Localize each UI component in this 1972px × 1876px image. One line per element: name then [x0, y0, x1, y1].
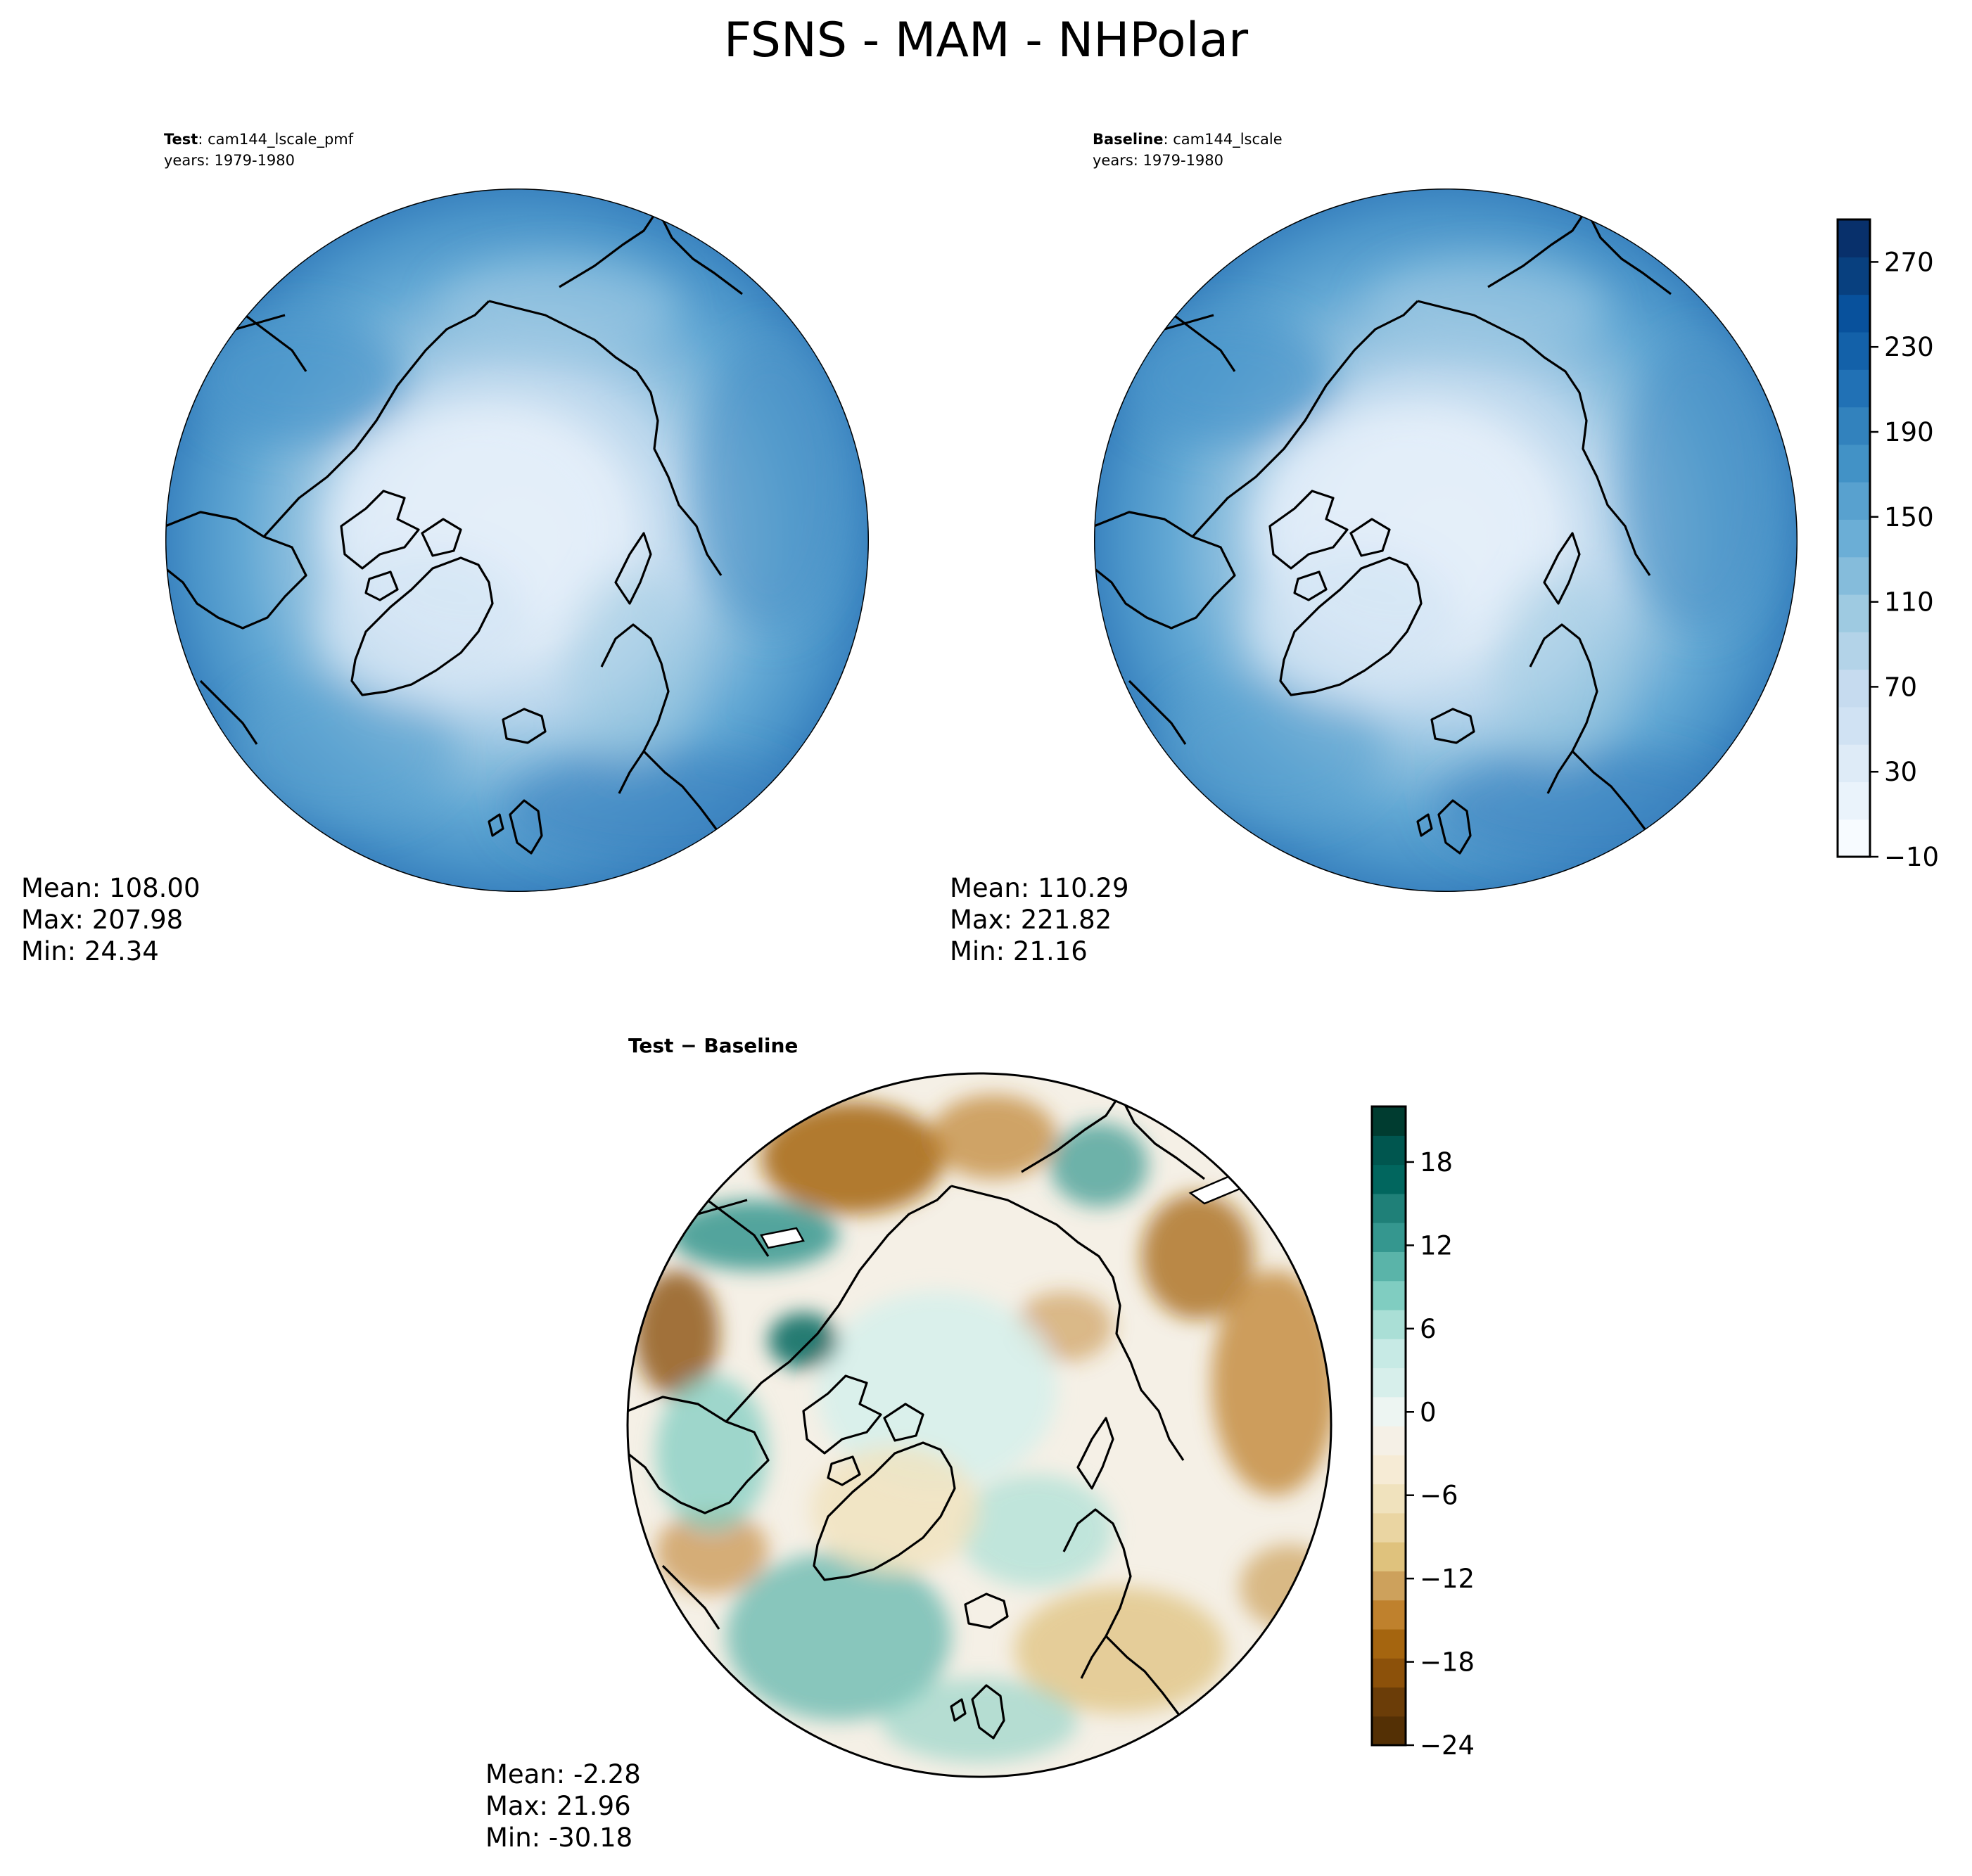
test-max: Max: 207.98: [21, 905, 184, 935]
test-panel-label: Test: cam144_lscale_pmf years: 1979-1980: [164, 129, 353, 171]
difference-colorbar-swatch: [1372, 1367, 1406, 1398]
difference-colorbar-swatch: [1372, 1687, 1406, 1717]
main-colorbar-swatch: [1838, 594, 1870, 632]
difference-colorbar-swatch: [1372, 1628, 1406, 1659]
difference-max: Max: 21.96: [485, 1791, 631, 1821]
main-colorbar-swatch: [1838, 331, 1870, 370]
main-colorbar-swatch: [1838, 744, 1870, 783]
test-label-bold: Test: [164, 131, 198, 148]
test-mean: Mean: 108.00: [21, 873, 201, 903]
main-colorbar-swatch: [1838, 781, 1870, 820]
main-colorbar-swatch: [1838, 407, 1870, 445]
test-label-case: : cam144_lscale_pmf: [198, 131, 354, 148]
main-colorbar-swatch: [1838, 369, 1870, 408]
main-colorbar-swatch: [1838, 669, 1870, 708]
baseline-mean: Mean: 110.29: [950, 873, 1129, 903]
difference-colorbar-swatch: [1372, 1280, 1406, 1310]
difference-stats: Mean: -2.28 Max: 21.96 Min: -30.18: [485, 1759, 641, 1853]
figure-title: FSNS - MAM - NHPolar: [723, 13, 1249, 68]
difference-colorbar-swatch: [1372, 1193, 1406, 1223]
main-colorbar-swatch: [1838, 519, 1870, 558]
difference-colorbar-tick-label: −6: [1420, 1481, 1458, 1511]
difference-map: [626, 1072, 1332, 1778]
baseline-label-bold: Baseline: [1093, 131, 1164, 148]
difference-colorbar-swatch: [1372, 1164, 1406, 1194]
difference-colorbar-tick-label: −18: [1420, 1647, 1475, 1678]
main-colorbar-tick-label: 150: [1884, 502, 1934, 532]
difference-colorbar-swatch: [1372, 1135, 1406, 1166]
difference-colorbar-swatch: [1372, 1483, 1406, 1514]
difference-colorbar-swatch: [1372, 1716, 1406, 1746]
main-colorbar-tick-label: 30: [1884, 757, 1917, 787]
difference-panel-label: Test − Baseline: [628, 1034, 799, 1057]
main-colorbar-swatch: [1838, 706, 1870, 745]
difference-colorbar-swatch: [1372, 1455, 1406, 1485]
baseline-label-years: years: 1979-1980: [1093, 152, 1224, 169]
main-colorbar-swatch: [1838, 819, 1870, 857]
difference-colorbar-tick-label: −12: [1420, 1564, 1475, 1594]
difference-colorbar-swatch: [1372, 1396, 1406, 1427]
main-colorbar-swatch: [1838, 444, 1870, 483]
test-map-field: [165, 189, 869, 892]
difference-colorbar-tick-label: 12: [1420, 1230, 1453, 1261]
main-colorbar-swatch: [1838, 482, 1870, 520]
main-colorbar-swatch: [1838, 219, 1870, 257]
difference-colorbar-swatch: [1372, 1339, 1406, 1369]
difference-colorbar: −24 −18 −12 −6 0 6 12 18: [1370, 1105, 1475, 1761]
baseline-max: Max: 221.82: [950, 905, 1112, 935]
difference-colorbar-swatch: [1372, 1542, 1406, 1571]
difference-colorbar-tick-label: 0: [1420, 1397, 1437, 1427]
test-stats: Mean: 108.00 Max: 207.98 Min: 24.34: [21, 872, 201, 967]
test-map: [165, 189, 869, 892]
difference-min: Min: -30.18: [485, 1823, 633, 1853]
main-colorbar-swatch: [1838, 632, 1870, 670]
main-colorbar-tick-label: 110: [1884, 587, 1934, 618]
difference-colorbar-tick-label: 18: [1420, 1147, 1453, 1178]
difference-colorbar-swatch: [1372, 1426, 1406, 1455]
difference-colorbar-swatch: [1372, 1658, 1406, 1688]
difference-colorbar-swatch: [1372, 1106, 1406, 1136]
main-colorbar-swatch: [1838, 294, 1870, 333]
baseline-panel-label: Baseline: cam144_lscale years: 1979-1980: [1093, 129, 1283, 171]
main-colorbar-frame: [1836, 218, 1871, 858]
baseline-min: Min: 21.16: [950, 936, 1088, 966]
main-colorbar: −10 30 70 110 150 190 230 270: [1836, 218, 1939, 872]
main-colorbar-tick-label: 270: [1884, 247, 1934, 277]
difference-colorbar-swatch: [1372, 1223, 1406, 1252]
difference-colorbar-frame: [1370, 1105, 1407, 1747]
difference-colorbar-tick-label: −24: [1420, 1730, 1475, 1761]
difference-mean: Mean: -2.28: [485, 1759, 641, 1789]
difference-colorbar-swatch: [1372, 1512, 1406, 1543]
baseline-stats: Mean: 110.29 Max: 221.82 Min: 21.16: [950, 872, 1129, 967]
baseline-map-field: [1094, 189, 1798, 892]
difference-colorbar-swatch: [1372, 1251, 1406, 1282]
main-colorbar-tick-label: −10: [1884, 842, 1939, 872]
main-colorbar-tick-label: 190: [1884, 417, 1934, 447]
test-label-years: years: 1979-1980: [164, 152, 295, 169]
difference-colorbar-swatch: [1372, 1600, 1406, 1630]
main-colorbar-swatch: [1838, 257, 1870, 295]
baseline-label-case: : cam144_lscale: [1163, 131, 1283, 148]
main-colorbar-tick-label: 70: [1884, 672, 1917, 702]
baseline-map: [1094, 189, 1798, 892]
main-colorbar-tick-label: 230: [1884, 332, 1934, 362]
difference-colorbar-tick-label: 6: [1420, 1314, 1437, 1344]
test-min: Min: 24.34: [21, 936, 159, 966]
difference-colorbar-swatch: [1372, 1309, 1406, 1339]
difference-colorbar-swatch: [1372, 1571, 1406, 1601]
main-colorbar-swatch: [1838, 556, 1870, 595]
